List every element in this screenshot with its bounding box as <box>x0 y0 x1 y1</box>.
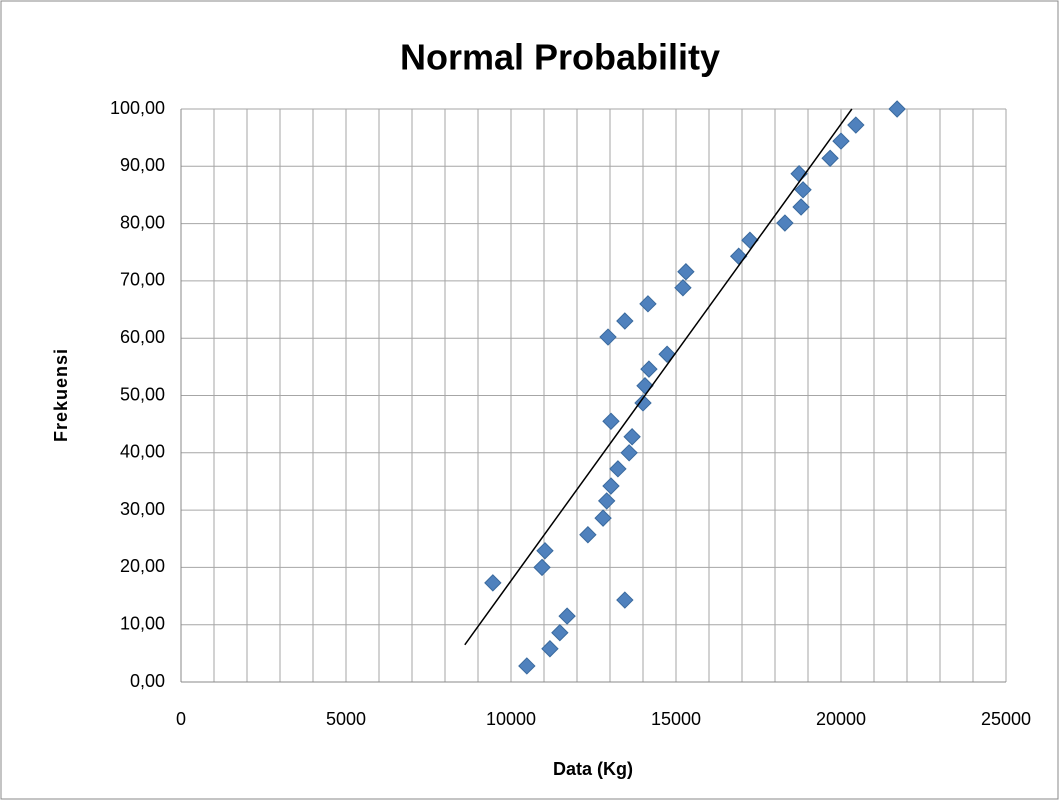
point <box>847 116 865 134</box>
point <box>616 591 634 609</box>
point <box>640 360 658 378</box>
point <box>558 607 576 625</box>
y-tick-label: 50,00 <box>120 384 165 404</box>
x-tick-label: 5000 <box>326 709 366 729</box>
point <box>623 428 641 446</box>
y-tick-label: 90,00 <box>120 155 165 175</box>
point <box>541 640 559 658</box>
x-tick-label: 10000 <box>486 709 536 729</box>
point <box>551 624 569 642</box>
chart-title: Normal Probability <box>400 37 720 78</box>
trendline <box>464 108 853 646</box>
point <box>776 214 794 232</box>
point <box>832 132 850 150</box>
point <box>674 279 692 297</box>
point <box>639 295 657 313</box>
point <box>794 181 812 199</box>
y-tick-label: 10,00 <box>120 613 165 633</box>
y-tick-label: 60,00 <box>120 327 165 347</box>
y-tick-label: 0,00 <box>130 671 165 691</box>
point <box>602 412 620 430</box>
point <box>579 526 597 544</box>
x-tick-label: 0 <box>176 709 186 729</box>
y-tick-label: 40,00 <box>120 442 165 462</box>
y-axis-label: Frekuensi <box>51 348 71 442</box>
point <box>888 100 906 118</box>
point <box>536 542 554 560</box>
point <box>616 312 634 330</box>
y-tick-label: 20,00 <box>120 556 165 576</box>
x-tick-label: 15000 <box>651 709 701 729</box>
x-tick-label: 20000 <box>816 709 866 729</box>
point <box>518 657 536 675</box>
y-tick-label: 80,00 <box>120 212 165 232</box>
point <box>594 509 612 527</box>
y-tick-label: 100,00 <box>110 98 165 118</box>
point <box>634 394 652 412</box>
point <box>821 149 839 167</box>
point <box>597 492 616 510</box>
y-tick-label: 30,00 <box>120 499 165 519</box>
point <box>677 263 695 281</box>
y-tick-label: 70,00 <box>120 270 165 290</box>
point <box>599 328 617 346</box>
point <box>792 198 810 216</box>
x-tick-label: 25000 <box>981 709 1031 729</box>
point <box>609 460 627 478</box>
point <box>484 574 502 592</box>
x-axis-label: Data (Kg) <box>553 759 633 779</box>
point <box>620 444 638 462</box>
point <box>602 477 620 495</box>
point <box>533 558 551 577</box>
